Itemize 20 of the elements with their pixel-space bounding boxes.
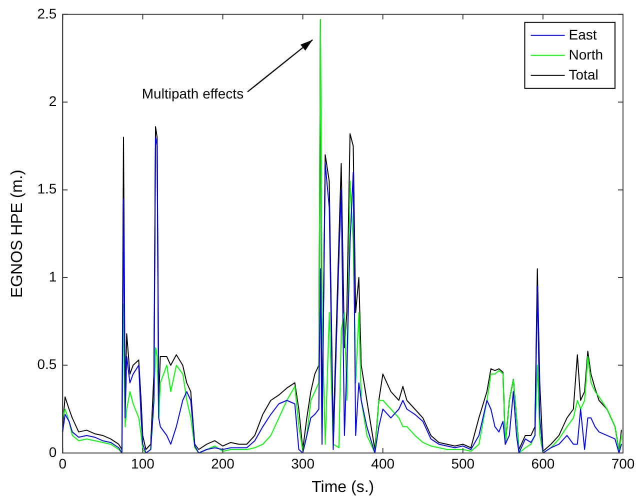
x-tick-label: 600 (531, 455, 555, 472)
y-tick-label: 1.5 (37, 180, 57, 197)
y-tick-label: 0 (48, 444, 57, 460)
y-tick-label: 0.5 (37, 356, 57, 372)
x-tick-label: 400 (371, 455, 395, 472)
x-axis-title: Time (s.) (312, 478, 374, 496)
x-tick-label: 100 (131, 455, 155, 472)
y-tick-label: 1 (48, 268, 57, 284)
x-tick-label: 500 (451, 455, 475, 472)
legend-label: East (568, 26, 597, 42)
legend-label: North (568, 46, 603, 62)
y-axis-title: EGNOS HPE (m.) (9, 170, 26, 298)
legend-label: Total (568, 66, 598, 82)
x-tick-label: 700 (611, 455, 635, 472)
y-tick-label: 2 (48, 92, 57, 109)
y-tick-label: 2.5 (37, 5, 57, 22)
x-tick-label: 200 (211, 455, 235, 472)
x-tick-label: 0 (58, 455, 67, 472)
annotation: Multipath effects (142, 86, 244, 102)
x-tick-label: 300 (291, 455, 315, 472)
